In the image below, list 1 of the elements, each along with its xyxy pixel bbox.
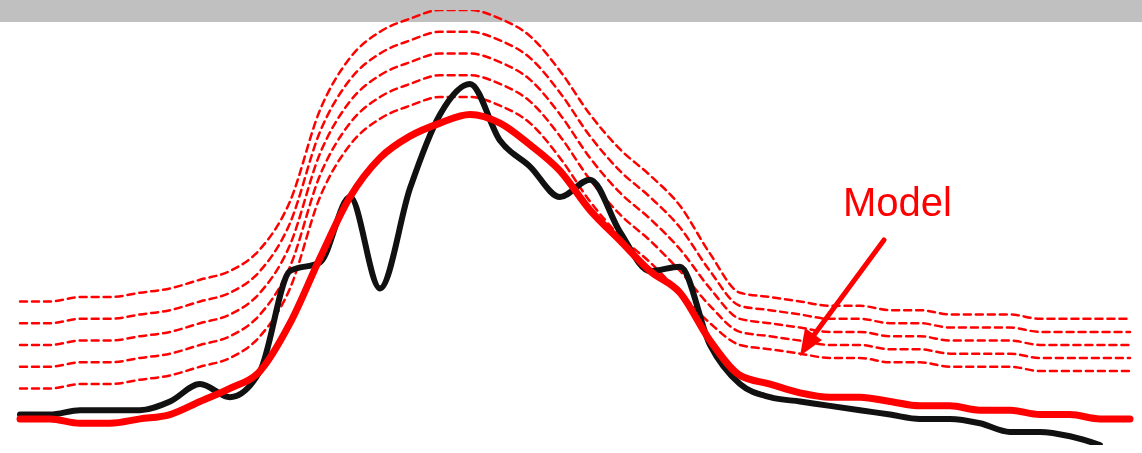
- annotation: Model: [843, 180, 952, 225]
